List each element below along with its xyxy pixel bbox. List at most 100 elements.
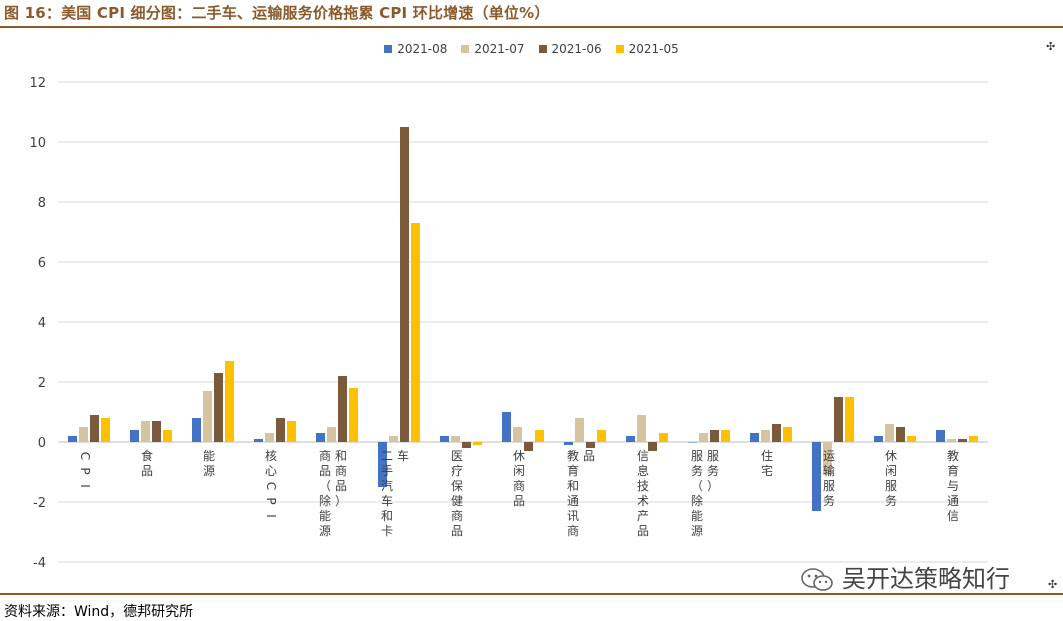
bar — [896, 427, 905, 442]
bar — [214, 373, 223, 442]
svg-text:汽: 汽 — [381, 478, 393, 493]
bar — [721, 430, 730, 442]
anchor-mark-bottom: ✣ — [1048, 578, 1058, 591]
svg-text:卡: 卡 — [381, 524, 393, 538]
bar — [535, 430, 544, 442]
svg-text:服: 服 — [823, 479, 835, 493]
svg-text:除: 除 — [691, 493, 703, 508]
svg-text:品: 品 — [583, 449, 595, 463]
bar — [338, 376, 347, 442]
bar — [969, 436, 978, 442]
svg-text:商: 商 — [513, 478, 525, 493]
svg-text:食: 食 — [141, 448, 153, 463]
y-tick-label: 4 — [38, 316, 46, 331]
svg-text:能: 能 — [691, 509, 703, 523]
svg-text:I: I — [264, 514, 278, 518]
svg-text:P: P — [78, 467, 92, 474]
bar — [163, 430, 172, 442]
bar — [710, 430, 719, 442]
bar — [440, 436, 449, 442]
bar — [750, 433, 759, 442]
bar — [276, 418, 285, 442]
svg-text:源: 源 — [691, 524, 703, 538]
bar — [130, 430, 139, 442]
svg-text:I: I — [78, 484, 92, 488]
svg-text:务: 务 — [691, 463, 703, 478]
bar — [834, 397, 843, 442]
svg-text:息: 息 — [637, 463, 649, 478]
bar — [874, 436, 883, 442]
svg-text:运: 运 — [823, 449, 835, 463]
bar — [462, 442, 471, 448]
bar — [225, 361, 234, 442]
bar — [845, 397, 854, 442]
svg-text:务: 务 — [823, 493, 835, 508]
legend-label: 2021-05 — [628, 42, 679, 56]
x-tick-label: CP I — [78, 452, 92, 488]
watermark: 吴开达策略知行 — [800, 559, 1010, 594]
bar — [411, 223, 420, 442]
wechat-icon — [801, 568, 833, 591]
svg-text:服: 服 — [885, 479, 897, 493]
svg-text:育: 育 — [947, 463, 959, 478]
svg-text:（: （ — [319, 479, 331, 493]
x-tick-label: 能源 — [203, 449, 215, 478]
svg-text:技: 技 — [637, 479, 649, 493]
watermark-text: 吴开达策略知行 — [842, 565, 1010, 593]
bar — [101, 418, 110, 442]
bar — [699, 433, 708, 442]
bar — [772, 424, 781, 442]
svg-text:品: 品 — [319, 464, 331, 478]
bar — [783, 427, 792, 442]
anchor-mark-top: ✣ — [1046, 40, 1056, 53]
y-tick-label: 10 — [29, 136, 46, 151]
svg-text:保: 保 — [451, 479, 463, 493]
bar — [586, 442, 595, 448]
bar — [648, 442, 657, 451]
svg-text:能: 能 — [319, 509, 331, 523]
legend-swatch — [615, 45, 624, 53]
svg-text:品: 品 — [335, 479, 347, 493]
bar — [79, 427, 88, 442]
x-tick-label: 运输服务 — [823, 449, 835, 508]
svg-text:商: 商 — [567, 523, 579, 538]
bar — [637, 415, 646, 442]
bar — [761, 430, 770, 442]
legend-item: 2021-05 — [615, 42, 679, 56]
svg-text:输: 输 — [823, 463, 835, 478]
y-tick-label: 0 — [38, 436, 46, 451]
svg-text:核: 核 — [265, 449, 277, 463]
bar — [885, 424, 894, 442]
legend-swatch — [538, 45, 547, 53]
bar — [287, 421, 296, 442]
svg-text:术: 术 — [637, 494, 649, 508]
chart-legend: 2021-08 2021-07 2021-06 2021-05 — [0, 42, 1063, 56]
svg-text:教: 教 — [947, 448, 959, 463]
bar — [958, 439, 967, 442]
bar — [141, 421, 150, 442]
svg-text:休: 休 — [885, 449, 897, 463]
bar — [316, 433, 325, 442]
bar — [947, 439, 956, 442]
svg-text:源: 源 — [319, 524, 331, 538]
svg-text:品: 品 — [141, 464, 153, 478]
bar — [659, 433, 668, 442]
bar — [265, 433, 274, 442]
bar — [812, 442, 821, 511]
svg-text:和: 和 — [335, 449, 347, 463]
bar — [327, 427, 336, 442]
svg-text:品: 品 — [637, 524, 649, 538]
bar — [451, 436, 460, 442]
bar — [575, 418, 584, 442]
legend-label: 2021-08 — [397, 42, 448, 56]
figure-title: 图 16：美国 CPI 细分图：二手车、运输服务价格拖累 CPI 环比增速（单位… — [4, 4, 550, 22]
svg-text:C: C — [78, 452, 92, 460]
bar — [473, 442, 482, 445]
svg-text:能: 能 — [203, 449, 215, 463]
